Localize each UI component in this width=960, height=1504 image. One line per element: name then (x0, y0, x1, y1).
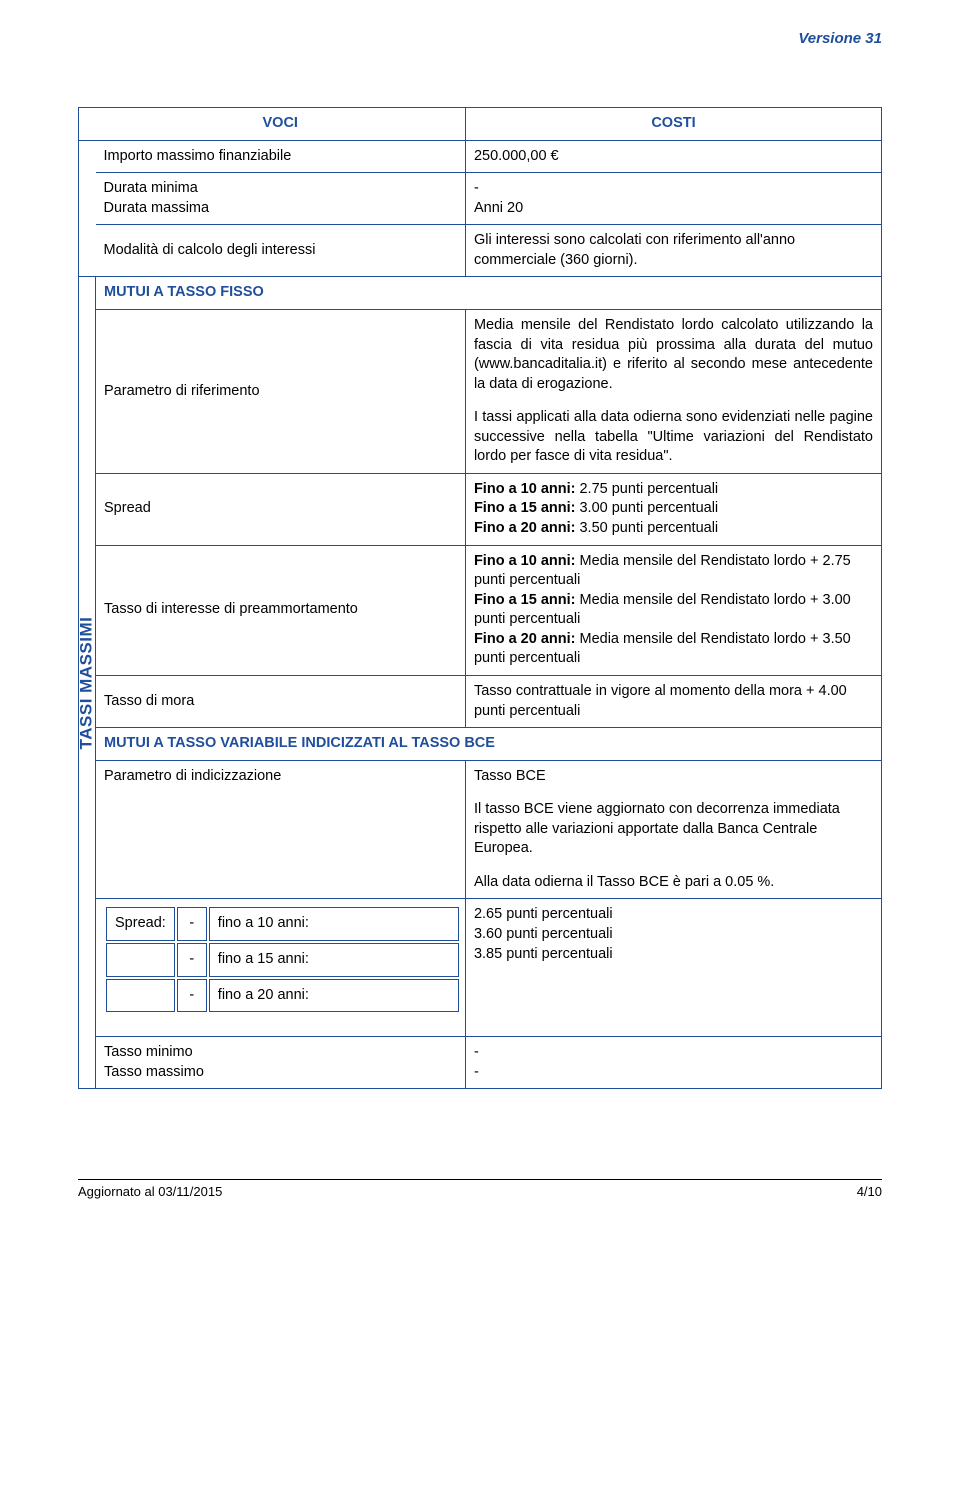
fisso-spread-1a: Fino a 10 anni: (474, 481, 576, 497)
row-modalita-label: Modalità di calcolo degli interessi (96, 225, 466, 277)
durata-minima-value: - (474, 180, 479, 196)
fisso-spread-label: Spread (96, 473, 466, 545)
fisso-spread-3a: Fino a 20 anni: (474, 520, 576, 536)
var-spread-value-cell: 2.65 punti percentuali 3.60 punti percen… (465, 899, 881, 1037)
var-param-p3: Alla data odierna il Tasso BCE è pari a … (474, 873, 873, 893)
fisso-param-p1: Media mensile del Rendistato lordo calco… (474, 316, 873, 394)
var-spread-a1: fino a 10 anni: (218, 915, 309, 931)
var-spread-v3: 3.85 punti percentuali (474, 945, 873, 965)
row-importo-label: Importo massimo finanziabile (96, 140, 466, 173)
var-spread-label-cell: Spread: - fino a 10 anni: - fino a 15 an… (96, 899, 466, 1037)
footer-page-number: 4/10 (857, 1184, 882, 1199)
fisso-preamm-1a: Fino a 10 anni: (474, 553, 576, 569)
fisso-param-label: Parametro di riferimento (96, 309, 466, 473)
col-header-costi: COSTI (465, 108, 881, 141)
page-footer: Aggiornato al 03/11/2015 4/10 (78, 1179, 882, 1199)
durata-minima-label: Durata minima (104, 180, 198, 196)
page: Versione 31 VOCI COSTI Importo massimo f… (0, 0, 960, 1227)
dash-2: - (189, 951, 194, 967)
var-spread-v2: 3.60 punti percentuali (474, 925, 873, 945)
tasso-massimo-label: Tasso massimo (104, 1064, 204, 1080)
tasso-minimo-label: Tasso minimo (104, 1044, 193, 1060)
var-param-p2: Il tasso BCE viene aggiornato con decorr… (474, 800, 873, 859)
fisso-spread-value: Fino a 10 anni: 2.75 punti percentuali F… (465, 473, 881, 545)
fisso-mora-value: Tasso contrattuale in vigore al momento … (465, 675, 881, 727)
dash-1: - (189, 915, 194, 931)
row-modalita-value: Gli interessi sono calcolati con riferim… (465, 225, 881, 277)
footer-date: Aggiornato al 03/11/2015 (78, 1184, 222, 1199)
var-param-label: Parametro di indicizzazione (96, 760, 466, 899)
col-header-voci: VOCI (96, 108, 466, 141)
var-minmax-value-cell: - - (465, 1037, 881, 1089)
var-minmax-label-cell: Tasso minimo Tasso massimo (96, 1037, 466, 1089)
fisso-mora-label: Tasso di mora (96, 675, 466, 727)
var-param-value: Tasso BCE Il tasso BCE viene aggiornato … (465, 760, 881, 899)
var-spread-v1: 2.65 punti percentuali (474, 905, 873, 925)
section-variabile-title: MUTUI A TASSO VARIABILE INDICIZZATI AL T… (96, 728, 882, 761)
fisso-param-value: Media mensile del Rendistato lordo calco… (465, 309, 881, 473)
tasso-minimo-value: - (474, 1044, 479, 1060)
fisso-preamm-label: Tasso di interesse di preammortamento (96, 545, 466, 675)
fisso-param-p2: I tassi applicati alla data odierna sono… (474, 408, 873, 467)
var-spread-a2: fino a 15 anni: (218, 951, 309, 967)
row-importo-value: 250.000,00 € (465, 140, 881, 173)
fisso-spread-2a: Fino a 15 anni: (474, 500, 576, 516)
fisso-preamm-2a: Fino a 15 anni: (474, 592, 576, 608)
fisso-spread-1b: 2.75 punti percentuali (575, 481, 718, 497)
var-spread-a3: fino a 20 anni: (218, 987, 309, 1003)
dash-3: - (189, 987, 194, 1003)
section-fisso-title: MUTUI A TASSO FISSO (96, 277, 882, 310)
var-spread-prefix: Spread: (115, 915, 166, 931)
version-label: Versione 31 (78, 30, 882, 47)
row-durata-label: Durata minima Durata massima (96, 173, 466, 225)
var-param-p1: Tasso BCE (474, 767, 873, 787)
fisso-preamm-value: Fino a 10 anni: Media mensile del Rendis… (465, 545, 881, 675)
main-table: VOCI COSTI Importo massimo finanziabile … (78, 107, 882, 1089)
durata-massima-value: Anni 20 (474, 200, 523, 216)
fisso-preamm-3a: Fino a 20 anni: (474, 631, 576, 647)
fisso-spread-3b: 3.50 punti percentuali (575, 520, 718, 536)
side-label-text: TASSI MASSIMI (76, 616, 99, 749)
side-label-cell: TASSI MASSIMI (79, 277, 96, 1089)
durata-massima-label: Durata massima (104, 200, 210, 216)
tasso-massimo-value: - (474, 1064, 479, 1080)
fisso-spread-2b: 3.00 punti percentuali (575, 500, 718, 516)
row-durata-value: - Anni 20 (465, 173, 881, 225)
